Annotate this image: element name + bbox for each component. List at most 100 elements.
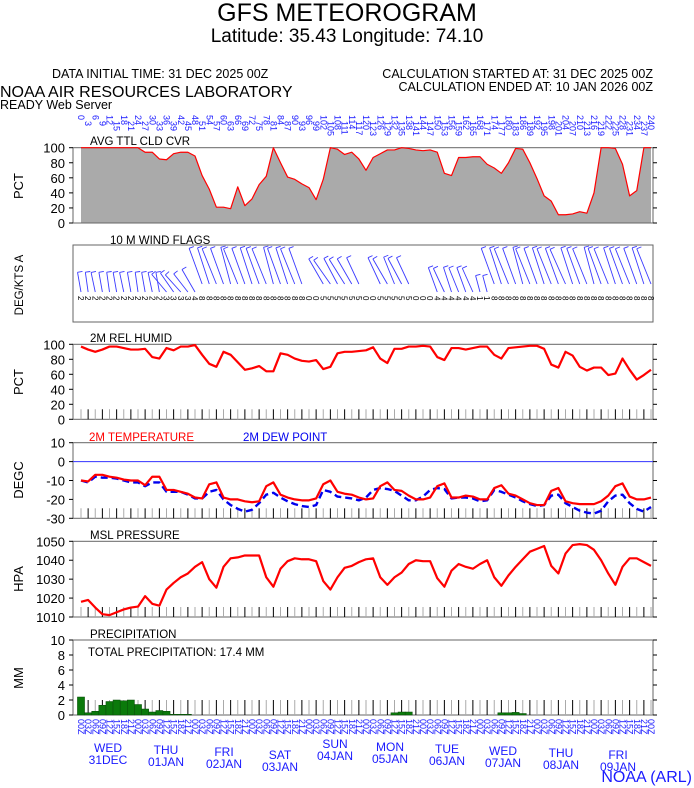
wind-barb-flag (329, 256, 334, 260)
utc-time-label: 03Z (311, 719, 321, 735)
wind-title: 10 M WIND FLAGS (110, 235, 211, 247)
wind-speed-label: 5 (333, 296, 342, 301)
forecast-hour-label: 93 (297, 121, 307, 131)
precip-bar (112, 699, 121, 716)
forecast-hour-label: 147 (425, 121, 435, 136)
wind-speed-label: 5 (325, 296, 334, 301)
forecast-hour-label: 207 (568, 121, 578, 136)
wind-barb (147, 272, 153, 293)
chart-title: GFS METEOROGRAM (217, 0, 477, 27)
date-label: 07JAN (485, 756, 521, 770)
wind-speed-label: 3 (183, 296, 192, 301)
temperature-line (80, 473, 652, 507)
precip-bar (84, 712, 92, 716)
forecast-hour-label: 78 (261, 115, 271, 125)
wind-barb-flag (151, 270, 156, 275)
wind-barb (275, 247, 289, 285)
forecast-hour-label: 234 (632, 115, 642, 130)
temp-y-tick-label: 0 (58, 455, 65, 470)
wind-barb (112, 272, 118, 293)
precip-ylabel: MM (11, 667, 26, 689)
wind-barb-flag (251, 246, 257, 250)
wind-barb (566, 248, 581, 285)
utc-time-label: 09Z (211, 719, 221, 735)
wind-speed-label: 2 (97, 296, 106, 301)
forecast-hour-label: 240 (646, 115, 656, 130)
forecast-hour-label: 174 (489, 115, 499, 130)
forecast-hour-label: 204 (561, 115, 571, 130)
precip-bar (390, 712, 399, 716)
forecast-hour-label: 210 (575, 115, 585, 130)
pressure-line (80, 543, 652, 617)
date-label: 06JAN (429, 754, 465, 768)
precip-total: TOTAL PRECIPITATION: 17.4 MM (88, 647, 264, 659)
wind-speed-label: 0 (311, 296, 320, 301)
wind-speed-label: 8 (610, 296, 619, 301)
chart-marks: 020406080100020406080100-30-20-100101010… (36, 115, 657, 774)
utc-time-label: 15Z (454, 719, 464, 735)
wind-barb-flag (210, 246, 216, 249)
utc-time-label: 06Z (546, 719, 556, 735)
wind-barb-flag (636, 246, 642, 250)
forecast-hour-label: 177 (496, 121, 506, 136)
forecast-hour-label: 213 (582, 121, 592, 136)
precip-bar (504, 712, 513, 716)
wind-barb (181, 269, 196, 293)
forecast-hour-label: 192 (532, 115, 542, 130)
rh-y-tick-label: 40 (51, 382, 65, 397)
wind-barb (383, 256, 395, 285)
forecast-hour-label: 132 (390, 115, 400, 130)
utc-time-label: 15Z (568, 719, 578, 735)
utc-time-label: 03Z (425, 719, 435, 735)
wind-speed-label: 8 (575, 296, 584, 301)
wind-barb-flag (475, 273, 481, 277)
forecast-hour-label: 3 (83, 121, 93, 126)
cloud-y-tick-label: 80 (51, 156, 65, 171)
wind-barb-flag (387, 255, 393, 259)
date-label: 08JAN (543, 758, 579, 772)
forecast-hour-label: 141 (411, 121, 421, 136)
utc-time-label: 03Z (482, 719, 492, 735)
wind-barb-flag (609, 246, 615, 249)
utc-time-label: 00Z (133, 719, 143, 735)
wind-speed-label: 4 (461, 296, 470, 301)
rh-y-tick-label: 60 (51, 367, 65, 382)
wind-barb-flag (549, 246, 555, 250)
wind-barb (593, 248, 609, 285)
wind-barb-flag (615, 246, 621, 250)
cloud-frame (72, 147, 654, 224)
utc-time-label: 09Z (97, 719, 107, 735)
precip-bar (141, 708, 149, 716)
wind-barb (201, 248, 217, 285)
wind-barb (210, 248, 224, 285)
utc-time-label: 12Z (162, 719, 172, 735)
forecast-hour-label: 72 (247, 115, 257, 125)
rh-y-tick-label: 20 (51, 397, 65, 412)
utc-time-label: 21Z (354, 719, 364, 735)
precip-bar (148, 711, 157, 716)
day-label: SAT (269, 748, 292, 762)
precip-y-tick-label: 0 (58, 708, 65, 723)
utc-time-label: 15Z (340, 719, 350, 735)
wind-barb-flag (98, 270, 104, 273)
utc-time-label: 21Z (126, 719, 136, 735)
wind-barb (456, 267, 467, 293)
utc-time-label: 00Z (304, 719, 314, 735)
wind-barb-flag (587, 246, 593, 249)
wind-barb (267, 248, 281, 285)
cloud-ylabel: PCT (11, 173, 26, 199)
wind-barb-flag (631, 245, 638, 249)
wind-barb-flag (201, 246, 207, 250)
wind-barb (583, 247, 595, 285)
wind-speed-label: 8 (504, 296, 513, 301)
forecast-hour-label: 108 (333, 115, 343, 130)
wind-speed-label: 4 (439, 296, 448, 301)
forecast-hour-label: 183 (511, 121, 521, 136)
wind-barb-flag (165, 271, 170, 276)
wind-barb (84, 272, 89, 293)
utc-time-label: 00Z (190, 719, 200, 735)
wind-ylabel: DEG/KTS A (14, 254, 26, 315)
wind-barb-flag (545, 246, 551, 249)
wind-barb (427, 267, 438, 293)
utc-time-label: 12Z (105, 719, 115, 735)
